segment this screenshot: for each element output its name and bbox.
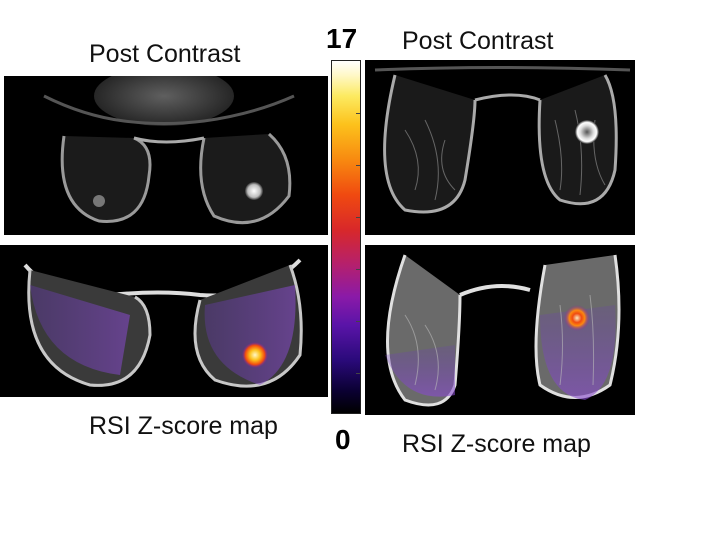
bottom-left-label: RSI Z-score map [89, 412, 278, 440]
top-right-label: Post Contrast [402, 27, 554, 55]
axial-rsi-zscore-image [0, 245, 328, 397]
top-left-label: Post Contrast [89, 40, 241, 68]
coronal-post-contrast-image [365, 60, 635, 235]
colorbar-max-label: 17 [326, 23, 358, 54]
colorbar [331, 60, 361, 414]
bottom-right-label: RSI Z-score map [402, 430, 591, 458]
colorbar-min-label: 0 [335, 424, 351, 455]
axial-post-contrast-image [4, 76, 328, 235]
coronal-rsi-zscore-image [365, 245, 635, 415]
